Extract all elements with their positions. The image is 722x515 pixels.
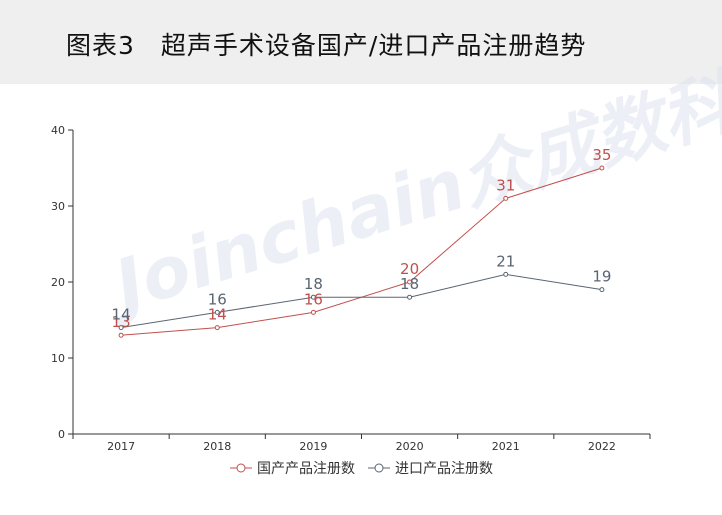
data-point (118, 332, 124, 338)
data-label: 13 (112, 313, 131, 331)
x-tick-label: 2019 (299, 440, 327, 453)
legend-label: 国产产品注册数 (257, 461, 355, 477)
y-tick-label: 30 (51, 200, 65, 213)
x-tick-label: 2021 (492, 440, 520, 453)
data-label: 20 (400, 260, 419, 278)
legend-item: 进口产品注册数 (367, 458, 493, 478)
data-label: 16 (208, 290, 227, 308)
legend-item: 国产产品注册数 (229, 458, 355, 478)
y-tick-label: 0 (58, 428, 65, 441)
legend-marker-icon (230, 463, 252, 473)
x-tick-label: 2022 (588, 440, 616, 453)
legend-marker-icon (368, 463, 390, 473)
chart-legend: 国产产品注册数 进口产品注册数 (0, 458, 722, 478)
chart-title: 图表3 超声手术设备国产/进口产品注册趋势 (66, 31, 587, 60)
data-point (118, 325, 124, 331)
data-point (310, 309, 316, 315)
data-point (214, 325, 220, 331)
series-line-1 (121, 273, 602, 329)
data-label: 31 (496, 176, 515, 194)
data-label: 16 (304, 290, 323, 308)
data-point (407, 279, 413, 285)
data-label: 21 (496, 252, 515, 270)
data-label: 14 (208, 306, 227, 324)
title-banner: 图表3 超声手术设备国产/进口产品注册趋势 (0, 0, 722, 84)
x-tick-label: 2020 (396, 440, 424, 453)
y-tick-label: 10 (51, 352, 65, 365)
y-tick-label: 40 (51, 124, 65, 137)
data-label: 18 (304, 275, 323, 293)
data-label: 18 (400, 275, 419, 293)
data-point (503, 195, 509, 201)
legend-label: 进口产品注册数 (395, 461, 493, 477)
data-point (407, 294, 413, 300)
x-tick-label: 2017 (107, 440, 135, 453)
data-point (503, 271, 509, 277)
data-point (599, 165, 605, 171)
data-point (214, 309, 220, 315)
series-line-0 (121, 167, 603, 336)
x-tick-label: 2018 (203, 440, 231, 453)
data-point (310, 294, 316, 300)
data-label: 14 (112, 306, 131, 324)
data-label: 19 (592, 268, 611, 286)
y-tick-label: 20 (51, 276, 65, 289)
data-point (599, 287, 605, 293)
data-label: 35 (592, 146, 611, 164)
